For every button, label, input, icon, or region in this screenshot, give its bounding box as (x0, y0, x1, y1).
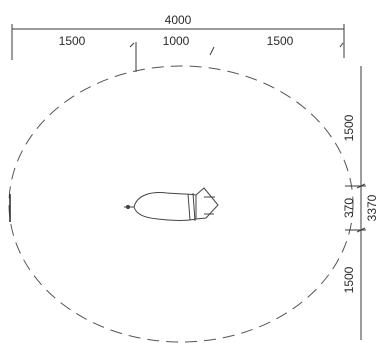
left-segment-label: 1500 (59, 34, 86, 48)
right-dimension-chain (345, 66, 366, 340)
top-mid-right-tick (209, 46, 215, 56)
top-mid-left-tick (129, 42, 135, 48)
upper-segment-label: 1500 (342, 114, 356, 141)
clearance-zone-circle (8, 65, 354, 343)
seat-outline (133, 192, 197, 221)
top-dimension-chain (11, 24, 345, 72)
seat-crossbar-right (192, 192, 196, 222)
right-segment-label: 1500 (267, 34, 294, 48)
center-segment-label: 370 (342, 198, 356, 218)
lower-segment-label: 1500 (342, 266, 356, 293)
overall-height-label: 3370 (365, 194, 378, 221)
swing-seat-drawing (124, 187, 219, 222)
seat-hanger-point (125, 204, 131, 210)
overall-width-label: 4000 (165, 13, 192, 27)
middle-segment-label: 1000 (163, 34, 190, 48)
seat-crossbar-left (187, 193, 191, 221)
top-right-tick (339, 42, 344, 48)
seat-right-frame (195, 187, 219, 220)
